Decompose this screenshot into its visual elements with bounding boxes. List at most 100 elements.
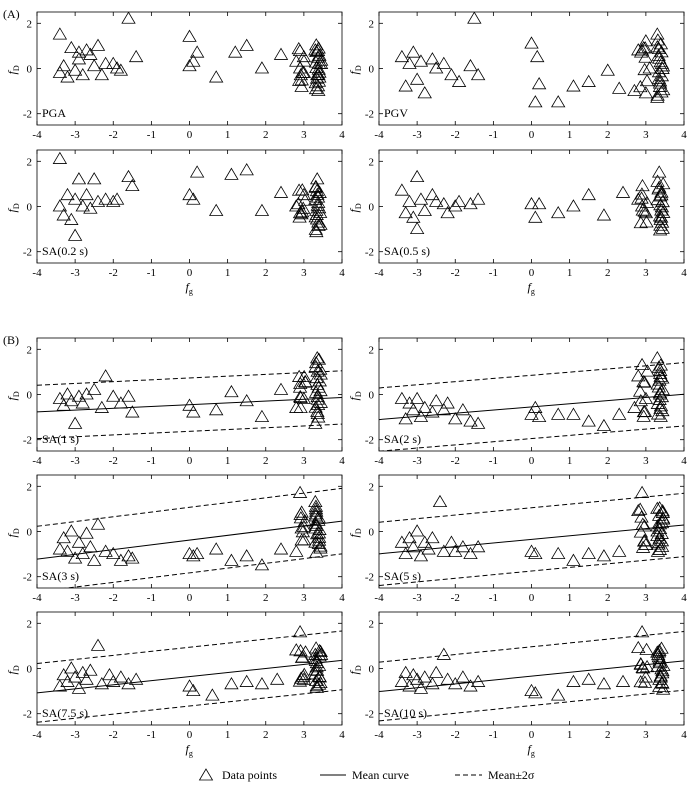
data-point	[293, 507, 308, 520]
data-point	[308, 222, 324, 235]
data-point	[56, 530, 71, 544]
data-point	[394, 535, 410, 548]
data-point	[52, 151, 68, 164]
data-point	[653, 198, 668, 211]
x-tick-label: -4	[32, 729, 42, 741]
mean-2sigma-line	[37, 370, 342, 386]
data-point	[121, 677, 136, 690]
panel-label: SA(1 s)	[42, 432, 79, 446]
data-point	[651, 41, 667, 55]
y-tick-label: 2	[27, 156, 33, 168]
data-point	[651, 650, 666, 663]
data-point	[634, 191, 649, 204]
data-point	[634, 510, 649, 523]
data-point	[655, 82, 671, 96]
mean-2sigma-line	[379, 425, 684, 451]
data-point	[428, 194, 444, 207]
data-point	[566, 407, 581, 420]
data-point	[308, 499, 324, 512]
x-axis-label-sub: g	[531, 287, 535, 296]
data-point	[308, 180, 323, 193]
data-point	[208, 203, 224, 216]
x-tick-label: 1	[225, 729, 231, 741]
data-point	[398, 205, 413, 219]
data-point	[310, 190, 326, 203]
data-point	[436, 56, 452, 69]
plot-area	[394, 12, 671, 108]
plot-area	[379, 351, 684, 451]
x-tick-label: 4	[681, 455, 687, 467]
data-point	[312, 48, 327, 61]
data-point	[313, 362, 328, 375]
data-point	[312, 643, 327, 657]
data-point	[71, 681, 87, 694]
x-tick-label: 4	[339, 592, 345, 604]
x-tick-label: -1	[147, 129, 156, 141]
data-point	[269, 672, 285, 685]
data-point	[638, 86, 654, 99]
y-tick-label: -2	[23, 572, 32, 584]
x-tick-label: -1	[489, 455, 498, 467]
data-point	[417, 535, 432, 548]
data-point	[291, 183, 307, 196]
plot-area	[52, 12, 329, 96]
data-point	[639, 73, 655, 87]
data-point	[653, 369, 668, 382]
data-point	[90, 194, 106, 207]
data-point	[228, 45, 243, 58]
data-point	[651, 508, 667, 521]
data-point	[224, 677, 239, 690]
data-point	[440, 396, 455, 409]
x-tick-label: -2	[109, 592, 118, 604]
data-point	[121, 169, 136, 183]
data-point	[652, 501, 667, 514]
y-tick-label: -2	[365, 247, 374, 259]
x-tick-label: 1	[225, 267, 231, 279]
data-point	[566, 79, 581, 92]
x-axis-label: fg	[186, 742, 193, 758]
data-point	[308, 400, 323, 413]
x-tick-label: 3	[643, 592, 649, 604]
data-point	[639, 642, 654, 655]
y-axis-label: fD	[347, 665, 363, 674]
data-point	[470, 416, 486, 429]
x-tick-label: -1	[147, 729, 156, 741]
data-point	[581, 672, 596, 685]
data-point	[308, 651, 323, 664]
data-point	[413, 192, 429, 205]
data-point	[90, 38, 106, 51]
x-tick-label: 4	[339, 129, 345, 141]
data-point	[292, 625, 308, 638]
data-point	[308, 516, 323, 529]
data-point	[83, 47, 98, 60]
data-point	[90, 517, 106, 530]
data-point	[637, 533, 653, 547]
data-point	[402, 56, 417, 69]
data-point	[633, 674, 648, 688]
panel-5: -4 -3 -2 -1 0 1 2 3 4 -2 0 2 fD SA(2 s)	[347, 337, 687, 467]
data-point	[402, 530, 417, 544]
data-point	[417, 86, 432, 99]
data-point	[655, 682, 671, 695]
data-point	[566, 553, 581, 566]
x-tick-label: 2	[605, 267, 611, 279]
data-point	[652, 189, 668, 202]
data-point	[634, 357, 650, 371]
plot-area	[37, 351, 342, 440]
data-point	[402, 396, 417, 409]
mean-2sigma-line	[63, 553, 342, 588]
data-point	[79, 187, 94, 201]
panel-label: SA(3 s)	[42, 569, 79, 583]
data-point	[291, 369, 307, 382]
data-point	[650, 40, 665, 53]
data-point	[638, 670, 654, 683]
mean-2sigma-line	[37, 487, 342, 527]
data-point	[75, 396, 90, 409]
y-tick-label: 2	[369, 481, 375, 493]
y-axis-label-sub: D	[12, 528, 21, 534]
x-tick-label: -4	[374, 592, 384, 604]
data-point	[448, 199, 463, 212]
data-point	[311, 526, 327, 539]
x-tick-label: -4	[374, 129, 384, 141]
plot-area	[37, 625, 342, 723]
